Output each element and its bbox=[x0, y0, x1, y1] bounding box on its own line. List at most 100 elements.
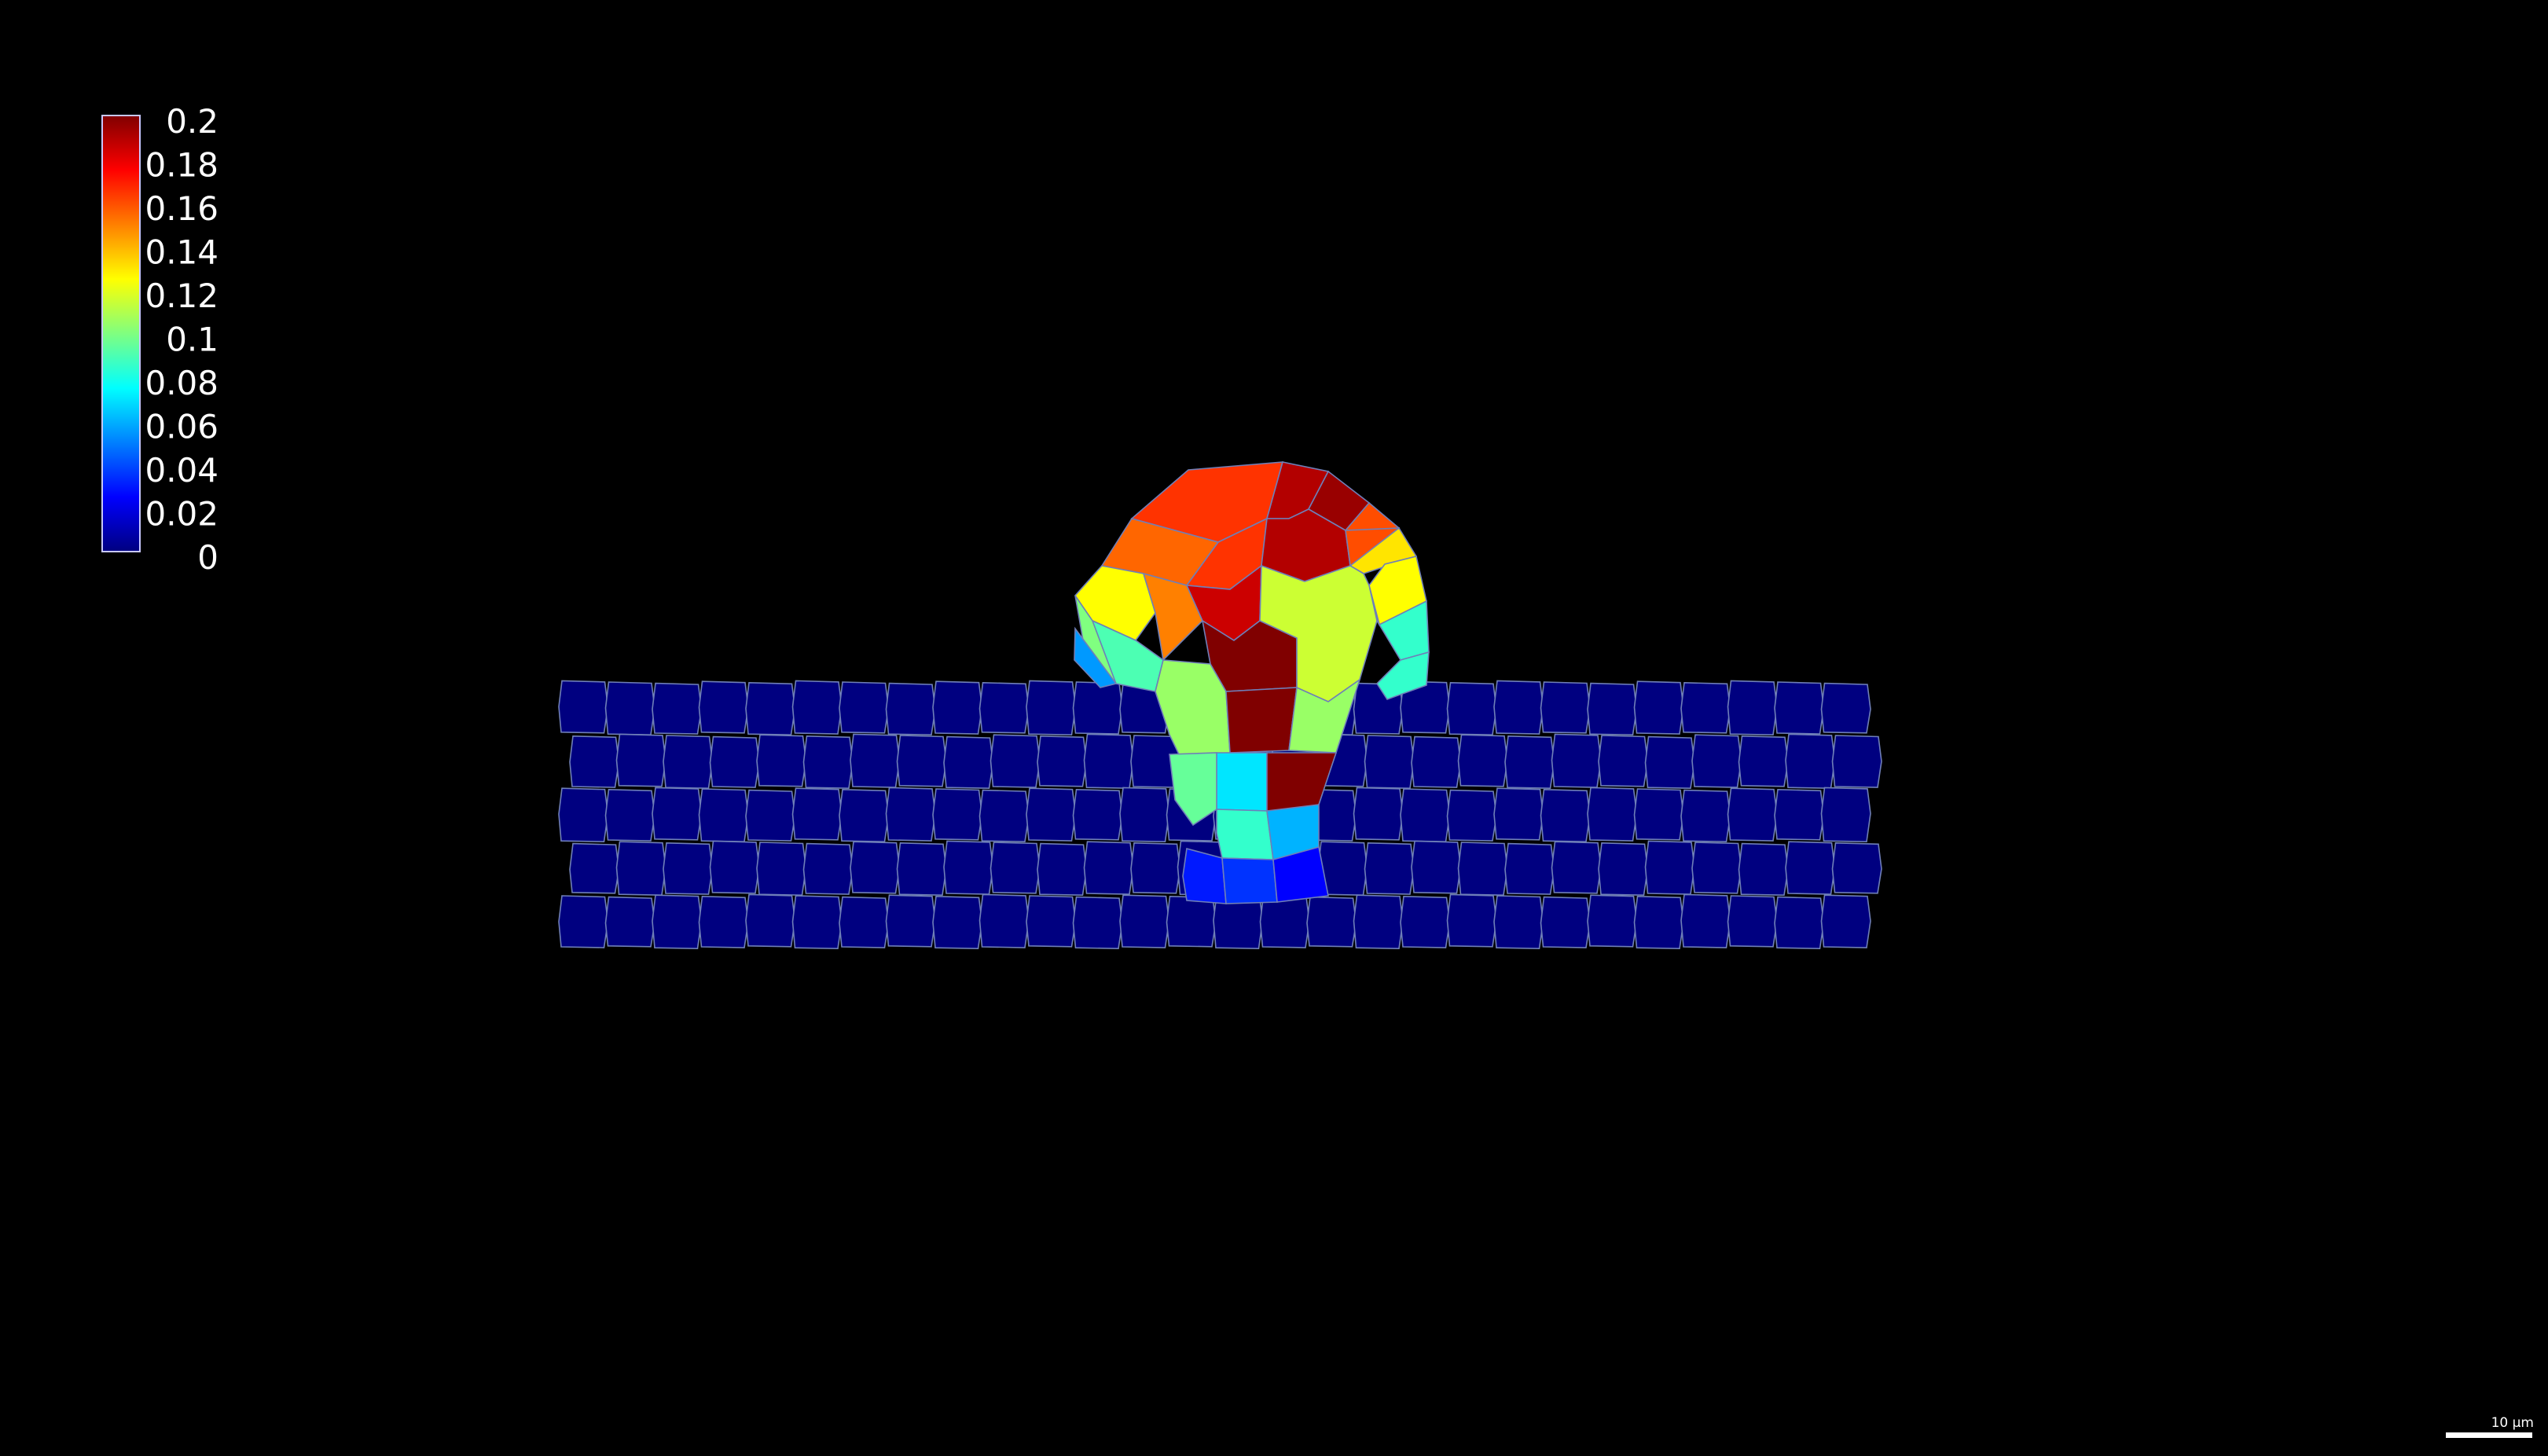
tissue-cell bbox=[1738, 842, 1789, 897]
tissue-cell bbox=[1551, 733, 1602, 788]
tissue-cell bbox=[569, 842, 620, 894]
tissue-cell bbox=[709, 735, 760, 788]
tissue-cell bbox=[1540, 681, 1591, 734]
primordium-cell bbox=[1074, 626, 1118, 688]
tissue-cell bbox=[1037, 842, 1088, 897]
tissue-cell bbox=[1820, 682, 1871, 734]
tissue-cell bbox=[652, 787, 703, 841]
colorbar-tick-label: 0.02 bbox=[145, 495, 218, 534]
tissue-cell bbox=[1457, 842, 1508, 897]
tissue-cell bbox=[745, 789, 796, 842]
tissue-cell bbox=[1411, 735, 1462, 788]
tissue-cell bbox=[663, 842, 714, 895]
tissue-cell bbox=[604, 788, 655, 842]
tissue-cell bbox=[978, 789, 1030, 843]
tissue-cell bbox=[1504, 735, 1555, 790]
tissue-cell bbox=[1446, 789, 1497, 842]
tissue-cell bbox=[1691, 734, 1742, 788]
tissue-cell bbox=[604, 896, 655, 948]
tissue-cell bbox=[652, 894, 703, 950]
tissue-cell bbox=[1364, 735, 1415, 790]
tissue-cell bbox=[943, 840, 994, 895]
tissue-cell bbox=[1587, 787, 1638, 842]
tissue-cell bbox=[1072, 681, 1123, 735]
tissue-cell bbox=[1820, 787, 1871, 843]
tissue-cell bbox=[1119, 787, 1170, 843]
tissue-cell bbox=[850, 841, 901, 894]
tissue-cell bbox=[1457, 734, 1508, 787]
tissue-cell bbox=[1633, 788, 1684, 841]
tissue-cell bbox=[885, 787, 936, 842]
tissue-cell bbox=[1130, 842, 1181, 894]
primordium-cell bbox=[1216, 752, 1268, 812]
tissue-cell bbox=[1400, 895, 1451, 948]
tissue-cell bbox=[1551, 841, 1602, 894]
tissue-cell bbox=[932, 788, 983, 841]
tissue-cell bbox=[1774, 681, 1825, 735]
tissue-cell bbox=[1680, 789, 1731, 843]
tissue-cell bbox=[839, 788, 890, 843]
tissue-cell bbox=[1633, 680, 1684, 735]
tissue-cell bbox=[1738, 735, 1789, 787]
tissue-cell bbox=[663, 735, 714, 790]
tissue-cell bbox=[978, 893, 1030, 948]
scale-bar-label: 10 µm bbox=[2491, 1415, 2534, 1431]
tissue-cell bbox=[1446, 893, 1497, 948]
scale-bar: 10 µm bbox=[2446, 1415, 2534, 1438]
colorbar-tick-label: 0.16 bbox=[145, 189, 218, 228]
tissue-cell bbox=[1633, 895, 1684, 950]
tissue-cell bbox=[1037, 735, 1088, 787]
tissue-cell bbox=[885, 894, 936, 948]
tissue-cell bbox=[1083, 841, 1134, 895]
primordium-cell bbox=[1375, 651, 1430, 700]
tissue-cell bbox=[1644, 735, 1695, 790]
tissue-cell bbox=[1785, 733, 1836, 790]
primordium-cell bbox=[1272, 845, 1329, 903]
tissue-cell bbox=[1166, 895, 1217, 948]
colorbar-tick-label: 0.14 bbox=[145, 233, 218, 272]
tissue-cell bbox=[1400, 680, 1451, 734]
tissue-cell bbox=[1727, 680, 1778, 736]
colorbar-tick-label: 0.06 bbox=[145, 408, 218, 446]
tissue-cell bbox=[1026, 680, 1077, 736]
tissue-cell bbox=[569, 735, 620, 788]
tissue-cell bbox=[1644, 840, 1695, 895]
colorbar-tick-label: 0.2 bbox=[166, 102, 218, 141]
tissue-cell bbox=[791, 680, 843, 735]
primordium-cell bbox=[1182, 847, 1227, 904]
tissue-cell bbox=[1259, 895, 1310, 948]
tissue-cell bbox=[756, 734, 807, 787]
tissue-cell bbox=[1446, 681, 1497, 736]
tissue-cell bbox=[839, 681, 890, 734]
tissue-cell bbox=[791, 787, 843, 841]
tissue-cell bbox=[802, 735, 854, 790]
colorbar-tick-label: 0.04 bbox=[145, 451, 218, 490]
tissue-cell bbox=[756, 842, 807, 897]
primordium-cell bbox=[1225, 687, 1298, 754]
tissue-cell bbox=[1083, 733, 1134, 790]
tissue-cell bbox=[1727, 787, 1778, 842]
tissue-cell bbox=[709, 840, 760, 894]
tissue-cell bbox=[1831, 842, 1882, 894]
tissue-cell bbox=[1026, 787, 1077, 842]
tissue-cell bbox=[989, 842, 1041, 894]
tissue-cell bbox=[1306, 896, 1357, 948]
tissue-cell bbox=[558, 895, 609, 948]
tissue-cell bbox=[1785, 841, 1836, 895]
colorbar-tick-label: 0.18 bbox=[145, 146, 218, 185]
colorbar-ticks: 0.2 0.18 0.16 0.14 0.12 0.1 0.08 0.06 0.04 0.02 0 bbox=[145, 102, 218, 577]
tissue-cell bbox=[1680, 893, 1731, 948]
tissue-cell bbox=[1691, 842, 1742, 894]
tissue-cell bbox=[1831, 735, 1882, 788]
tissue-cell bbox=[932, 895, 983, 950]
tissue-cell bbox=[698, 680, 749, 734]
tissue-cell bbox=[1411, 840, 1462, 894]
tissue-cell bbox=[745, 681, 796, 736]
scale-bar-line bbox=[2446, 1432, 2532, 1438]
tissue-cell bbox=[896, 735, 947, 787]
primordium-cell bbox=[1142, 572, 1203, 662]
epidermis-cell-grid bbox=[558, 680, 1882, 950]
dome-primordium-cells bbox=[1074, 461, 1430, 904]
tissue-mesh bbox=[558, 461, 1882, 950]
